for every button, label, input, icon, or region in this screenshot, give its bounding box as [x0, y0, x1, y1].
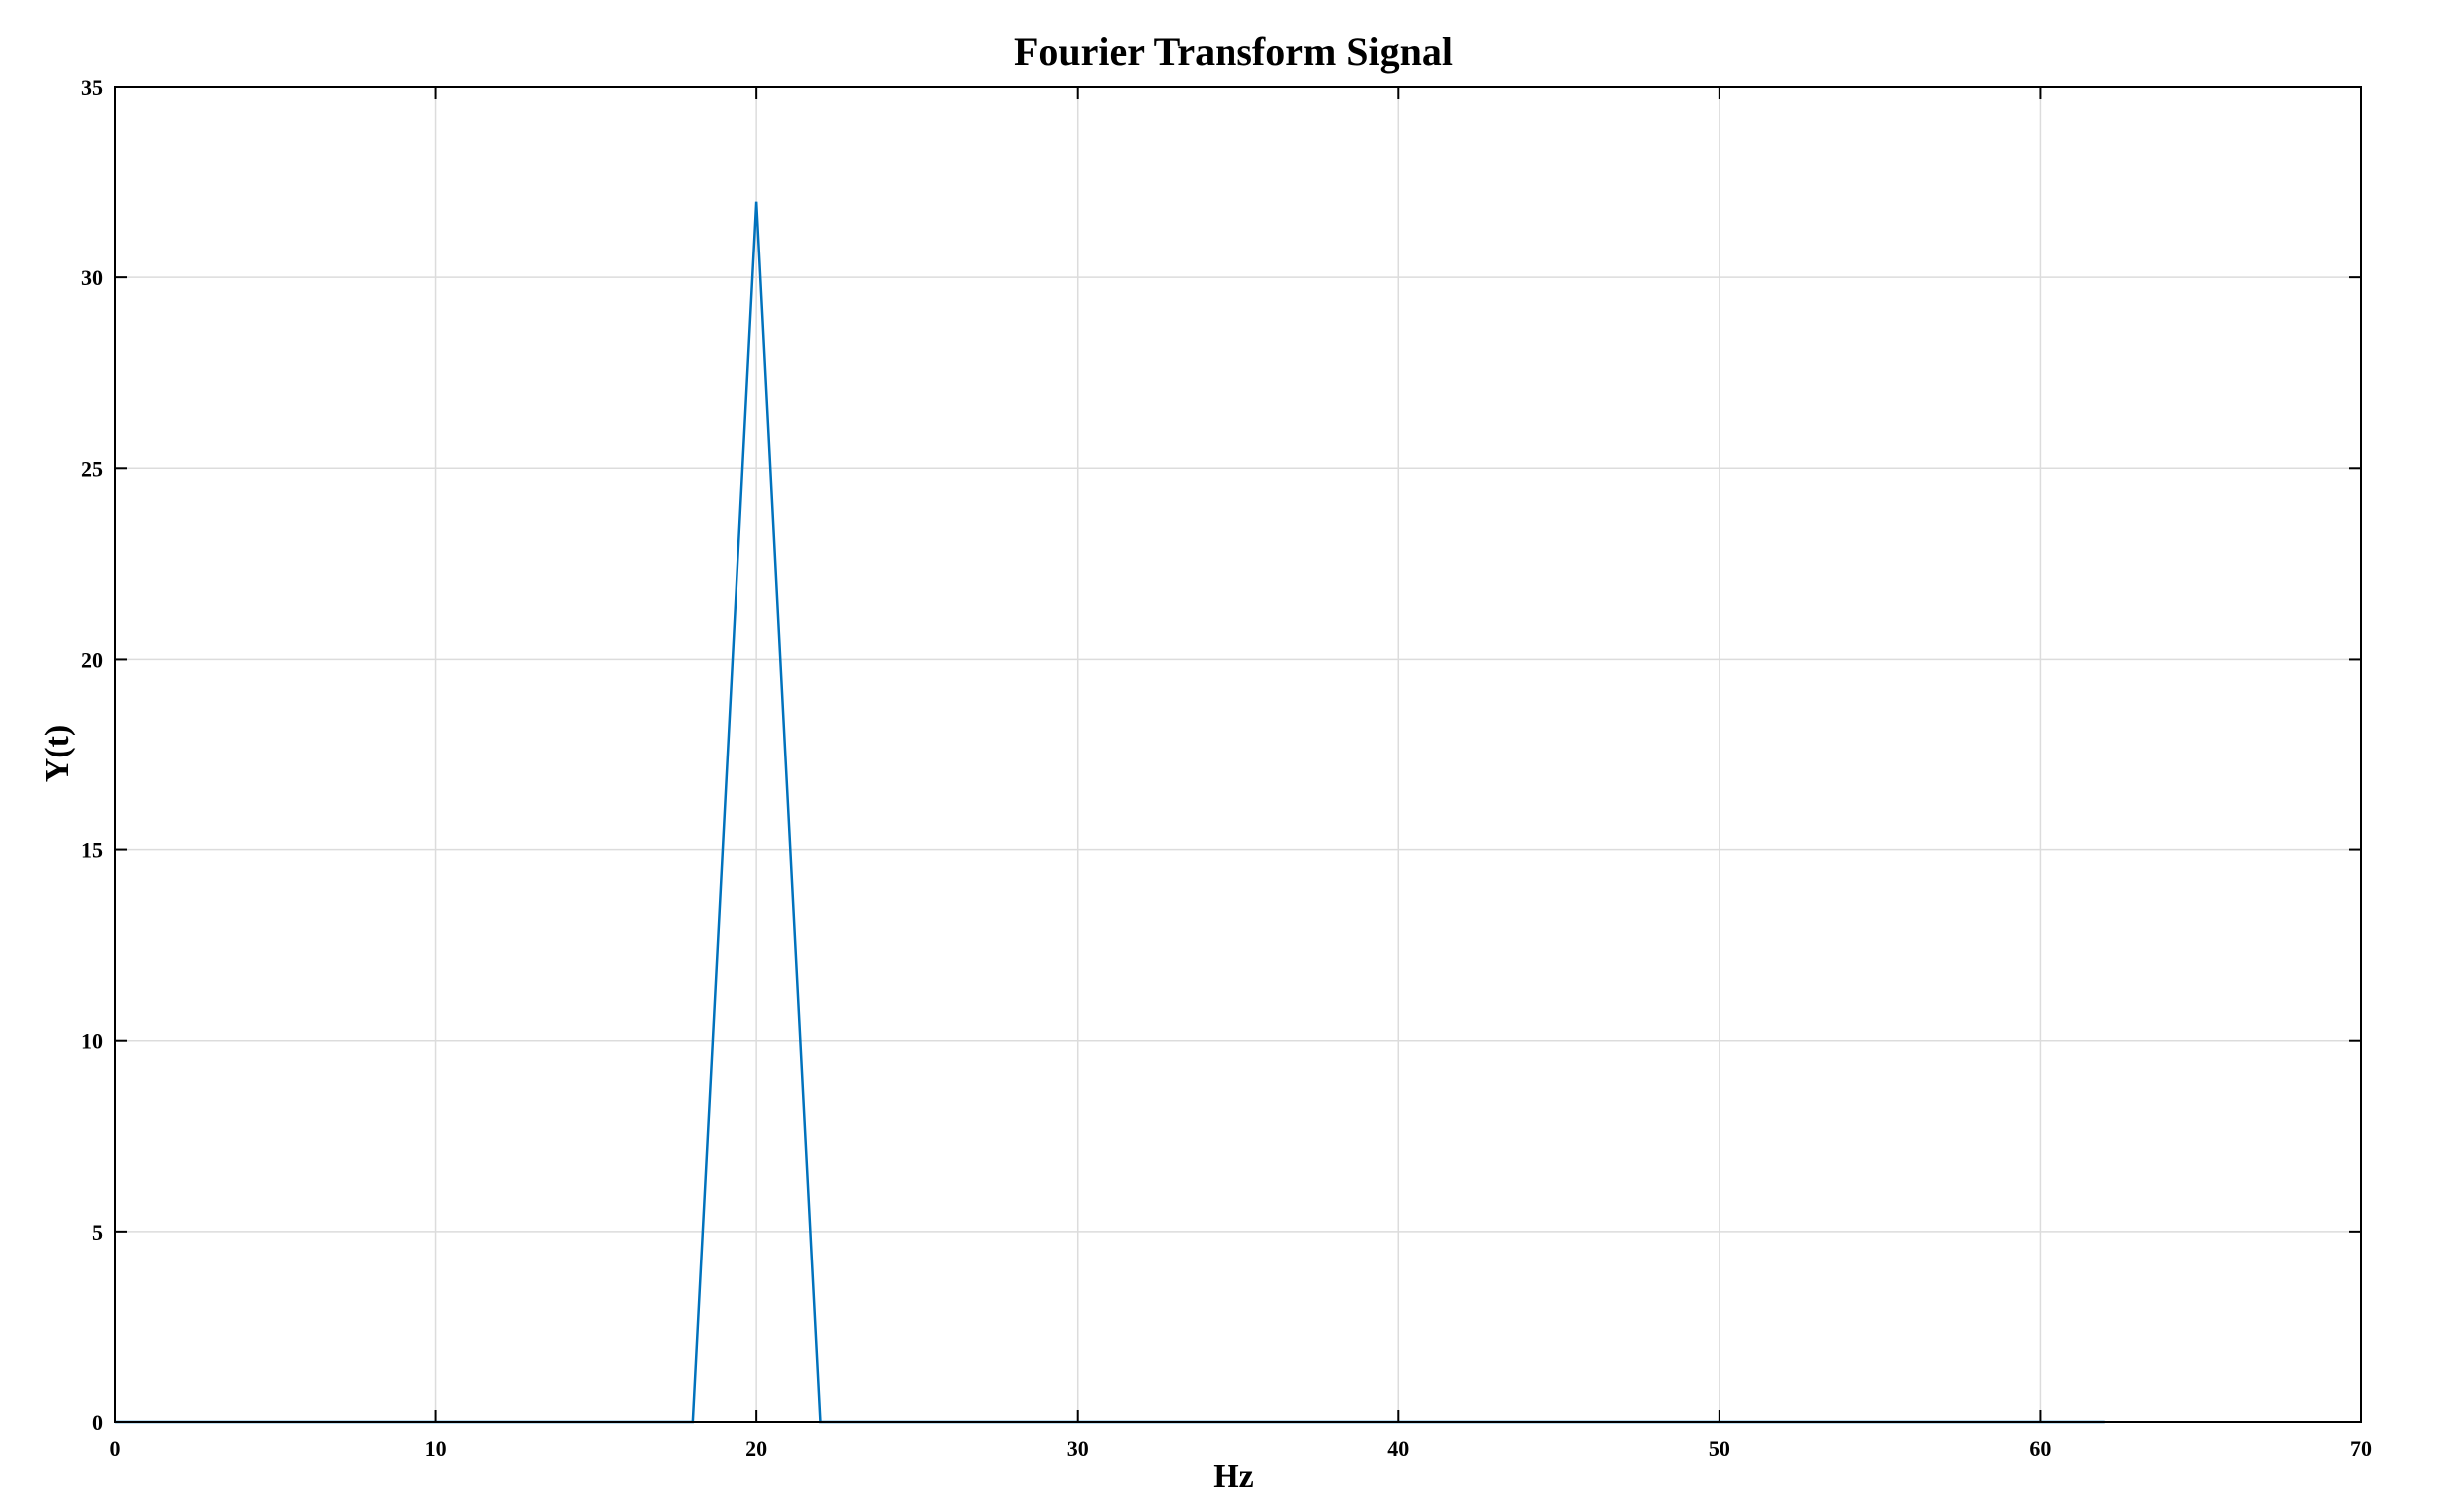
x-tick-label: 30: [1067, 1436, 1089, 1461]
y-tick-label: 5: [92, 1220, 103, 1245]
y-tick-label: 30: [81, 265, 103, 290]
chart-title: Fourier Transform Signal: [1014, 29, 1453, 74]
x-tick-label: 0: [110, 1436, 121, 1461]
x-tick-label: 70: [2350, 1436, 2372, 1461]
y-tick-label: 20: [81, 647, 103, 672]
x-tick-label: 40: [1387, 1436, 1409, 1461]
x-tick-label: 50: [1709, 1436, 1730, 1461]
x-axis-label: Hz: [1213, 1458, 1254, 1495]
y-tick-label: 35: [81, 75, 103, 100]
y-tick-label: 25: [81, 456, 103, 481]
x-tick-label: 10: [425, 1436, 447, 1461]
y-tick-label: 10: [81, 1029, 103, 1054]
x-tick-label: 60: [2029, 1436, 2051, 1461]
y-tick-label: 15: [81, 838, 103, 863]
y-tick-label: 0: [92, 1410, 103, 1435]
x-tick-label: 20: [745, 1436, 767, 1461]
y-axis-label: Y(t): [39, 725, 76, 783]
